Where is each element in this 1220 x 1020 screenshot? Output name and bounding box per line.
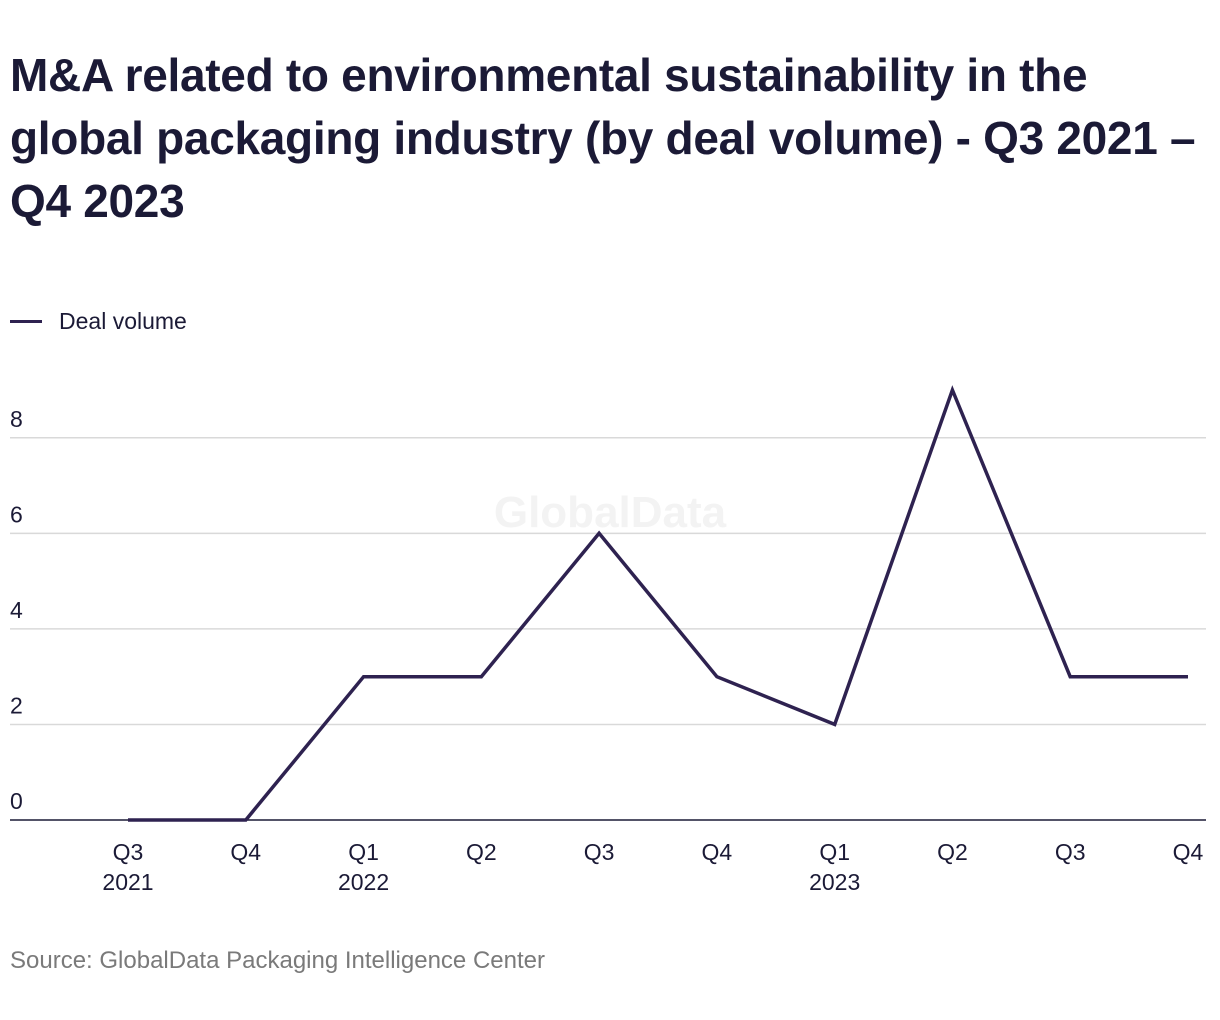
x-tick-year-label: 2023 <box>809 869 860 895</box>
legend-label: Deal volume <box>59 307 187 334</box>
x-tick-label: Q4 <box>702 839 733 865</box>
y-tick-label: 4 <box>10 597 23 623</box>
x-tick-label: Q2 <box>466 839 497 865</box>
x-tick-year-label: 2021 <box>102 869 153 895</box>
x-tick-label: Q1 <box>348 839 379 865</box>
y-tick-label: 2 <box>10 692 23 718</box>
x-tick-label: Q4 <box>1173 839 1204 865</box>
x-tick-label: Q3 <box>1055 839 1086 865</box>
x-tick-label: Q3 <box>113 839 144 865</box>
y-tick-label: 0 <box>10 788 23 814</box>
chart-title: M&A related to environmental sustainabil… <box>10 49 1196 227</box>
series-line-deal-volume <box>128 385 1188 822</box>
x-tick-year-label: 2022 <box>338 869 389 895</box>
chart-legend: Deal volume <box>10 306 187 336</box>
x-tick-label: Q4 <box>230 839 261 865</box>
legend-line-swatch <box>10 319 42 323</box>
source-note: Source: GlobalData Packaging Intelligenc… <box>10 947 545 974</box>
y-tick-label: 8 <box>10 406 23 432</box>
x-tick-label: Q3 <box>584 839 615 865</box>
watermark: GlobalData <box>494 488 727 537</box>
x-tick-label: Q2 <box>937 839 968 865</box>
x-tick-label: Q1 <box>819 839 850 865</box>
y-tick-label: 6 <box>10 501 23 527</box>
